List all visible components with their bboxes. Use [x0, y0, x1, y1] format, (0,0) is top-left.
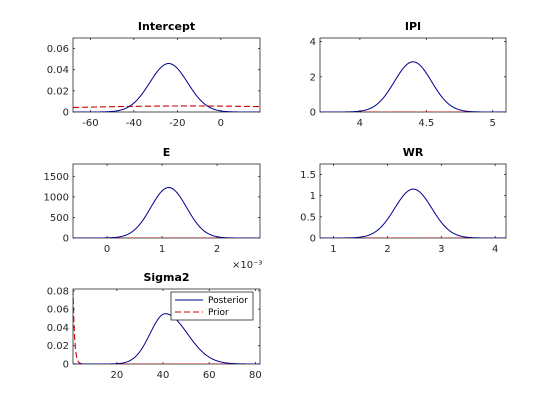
plot-area [320, 61, 506, 112]
legend-box [170, 291, 254, 321]
subplot-e: E 0 1 2 0 500 1000 1500 ×10⁻³ [44, 146, 263, 271]
subplot-wr: WR 1 2 3 4 0 0.5 1 1.5 [300, 146, 507, 255]
legend-label: Posterior [208, 296, 248, 306]
x-tick-label: 3 [438, 244, 444, 255]
x-tick-label: 60 [203, 370, 216, 381]
x-tick-label: 4 [492, 244, 498, 255]
subplot-ipi: IPI 4 4.5 5 0 2 4 [310, 20, 507, 129]
y-tick-label: 0 [310, 108, 316, 119]
y-tick-label: 1500 [44, 172, 69, 183]
y-tick-label: 0.06 [47, 44, 69, 55]
y-tick-label: 0.04 [47, 65, 69, 76]
y-tick-label: 0.04 [47, 323, 69, 334]
y-tick-label: 1000 [44, 192, 69, 203]
x-tick-label: 40 [157, 370, 170, 381]
subplot-title: Intercept [138, 20, 195, 33]
prior-line [73, 105, 260, 109]
plot-area [320, 188, 506, 238]
y-tick-label: 0.5 [300, 212, 316, 223]
x-tick-label: 0 [218, 118, 224, 129]
x-tick-label: -60 [82, 118, 98, 129]
x-tick-label: 1 [159, 244, 165, 255]
axes-box [72, 37, 261, 113]
y-tick-label: 0 [63, 108, 69, 119]
x-axis-exponent: ×10⁻³ [232, 260, 262, 271]
plot-area [73, 187, 260, 238]
y-tick-label: 0.02 [47, 341, 69, 352]
subplot-intercept: Intercept -60 -40 -20 0 0 0.02 0.04 0.06 [47, 20, 261, 129]
posterior-line [73, 187, 260, 238]
subplot-title: Sigma2 [143, 271, 189, 284]
subplot-sigma2: Sigma2 20 40 60 80 0 0.02 0.04 0.06 0.08 Posterior… [47, 271, 262, 381]
axes-box [319, 37, 507, 113]
x-tick-label: 80 [249, 370, 262, 381]
y-tick-label: 0 [310, 234, 316, 245]
x-tick-label: 4 [357, 118, 363, 129]
y-tick-label: 0 [63, 234, 69, 245]
x-tick-label: -40 [126, 118, 142, 129]
y-tick-label: 0 [63, 360, 69, 371]
legend-label: Prior [208, 308, 229, 318]
posterior-line [320, 188, 506, 238]
y-tick-label: 500 [50, 213, 69, 224]
y-tick-label: 0.08 [47, 286, 69, 297]
axes-box [72, 163, 261, 239]
y-tick-label: 0.06 [47, 305, 69, 316]
y-tick-label: 0.02 [47, 86, 69, 97]
subplot-title: E [163, 146, 171, 159]
subplot-title: WR [403, 146, 424, 159]
axes-box [319, 163, 507, 239]
posterior-line [73, 63, 260, 112]
plot-area [73, 289, 260, 364]
legend: Posterior Prior [170, 291, 254, 321]
x-tick-label: 5 [490, 118, 496, 129]
x-tick-label: -20 [169, 118, 185, 129]
posterior-line [320, 61, 506, 112]
plot-area [73, 63, 260, 112]
x-tick-label: 1 [330, 244, 336, 255]
posterior-line [73, 313, 260, 364]
y-tick-label: 4 [310, 37, 316, 48]
y-tick-label: 2 [310, 72, 316, 83]
x-tick-label: 2 [214, 244, 220, 255]
x-tick-label: 20 [110, 370, 123, 381]
x-tick-label: 0 [104, 244, 110, 255]
x-tick-label: 4.5 [418, 118, 434, 129]
y-tick-label: 1 [310, 191, 316, 202]
x-tick-label: 2 [384, 244, 390, 255]
subplot-title: IPI [405, 20, 421, 33]
y-tick-label: 1.5 [300, 170, 316, 181]
